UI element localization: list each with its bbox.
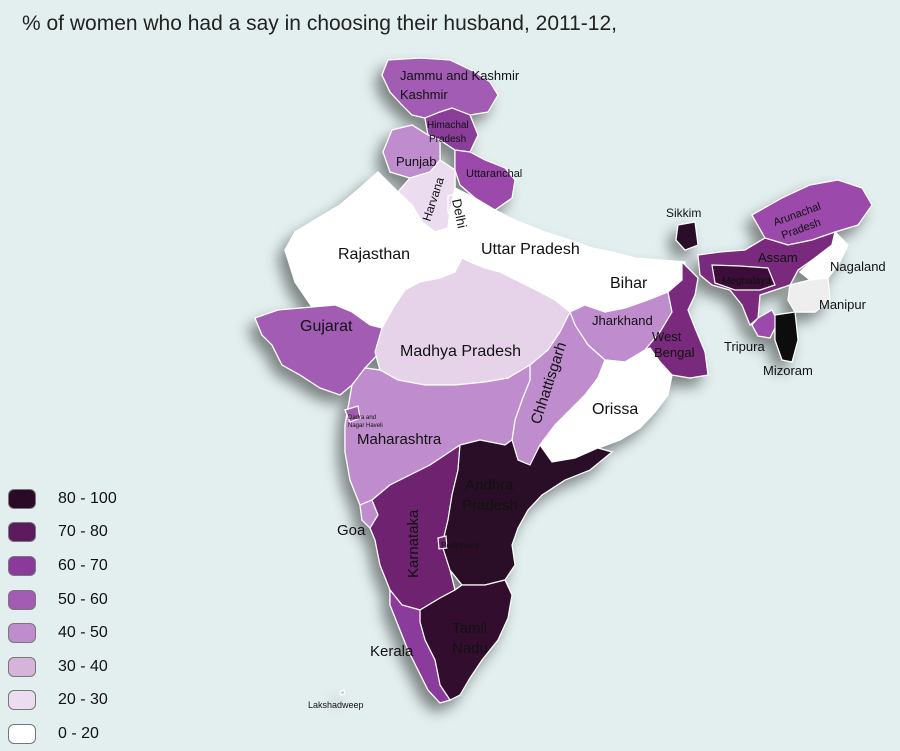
legend-item: 40 - 50 bbox=[8, 616, 117, 650]
label-kerala: Kerala bbox=[370, 643, 414, 660]
legend-swatch bbox=[8, 723, 36, 744]
state-andhra-pradesh[interactable] bbox=[441, 439, 614, 586]
label-nadu: Nadu bbox=[452, 640, 488, 657]
legend-item: 50 - 60 bbox=[8, 583, 117, 617]
legend-swatch bbox=[8, 589, 36, 610]
label-bengal: Bengal bbox=[654, 345, 695, 360]
label-west: West bbox=[652, 329, 682, 344]
label-bihar: Bihar bbox=[610, 275, 648, 292]
label-lakshadweep: Lakshadweep bbox=[308, 700, 364, 710]
legend-swatch bbox=[8, 656, 36, 677]
state-dadra[interactable] bbox=[344, 405, 361, 423]
legend-swatch bbox=[8, 623, 36, 644]
label-andhra: Andhra bbox=[465, 477, 514, 494]
legend-label: 20 - 30 bbox=[58, 691, 108, 709]
label-mizoram: Mizoram bbox=[763, 363, 813, 378]
state-meghalaya[interactable] bbox=[711, 264, 776, 291]
label-tripura: Tripura bbox=[724, 339, 765, 354]
label-andhra-2: Pradesh bbox=[462, 497, 518, 514]
label-manipur: Manipur bbox=[819, 297, 867, 312]
map-title: % of women who had a say in choosing the… bbox=[22, 12, 617, 35]
label-orissa: Orissa bbox=[592, 401, 638, 418]
legend-label: 30 - 40 bbox=[58, 657, 108, 675]
label-jammu-kashmir: Jammu and Kashmir bbox=[400, 68, 520, 83]
legend-item: 70 - 80 bbox=[8, 516, 117, 550]
legend-swatch bbox=[8, 522, 36, 543]
label-dadra-2: Nagar Haveli bbox=[348, 423, 383, 429]
legend-label: 0 - 20 bbox=[58, 724, 99, 742]
label-dadra: Dadra and bbox=[348, 415, 376, 421]
legend-swatch bbox=[8, 690, 36, 711]
legend-swatch bbox=[8, 488, 36, 509]
state-orissa[interactable] bbox=[539, 347, 673, 463]
legend: 80 - 100 70 - 80 60 - 70 50 - 60 40 - 50… bbox=[8, 482, 117, 751]
label-gujarat: Gujarat bbox=[300, 318, 353, 335]
legend-item: 0 - 20 bbox=[8, 717, 117, 751]
label-assam: Assam bbox=[758, 250, 798, 265]
state-kerala[interactable] bbox=[389, 588, 451, 704]
label-punjab: Punjab bbox=[396, 154, 436, 169]
label-karnataka: Karnataka bbox=[405, 509, 422, 578]
label-madhya-pradesh: Madhya Pradesh bbox=[400, 343, 521, 360]
state-sikkim[interactable] bbox=[675, 221, 699, 251]
label-jharkhand: Jharkhand bbox=[592, 313, 653, 328]
state-pudicherry[interactable] bbox=[437, 535, 448, 550]
label-kashmir: Kashmir bbox=[400, 87, 448, 102]
legend-label: 60 - 70 bbox=[58, 556, 108, 574]
legend-label: 50 - 60 bbox=[58, 590, 108, 608]
state-lakshadweep[interactable] bbox=[339, 689, 346, 696]
label-sikkim: Sikkim bbox=[666, 206, 701, 220]
legend-label: 80 - 100 bbox=[58, 489, 117, 507]
legend-label: 40 - 50 bbox=[58, 624, 108, 642]
label-meghalaya: Meghalaya bbox=[722, 276, 771, 287]
label-uttar-pradesh: Uttar Pradesh bbox=[481, 241, 580, 258]
legend-label: 70 - 80 bbox=[58, 523, 108, 541]
label-nagaland: Nagaland bbox=[830, 259, 886, 274]
label-maharashtra: Maharashtra bbox=[357, 431, 442, 448]
label-rajasthan: Rajasthan bbox=[338, 246, 410, 263]
state-nagaland[interactable] bbox=[799, 230, 849, 281]
label-himachal-2: Pradesh bbox=[429, 134, 466, 145]
legend-item: 80 - 100 bbox=[8, 482, 117, 516]
legend-item: 20 - 30 bbox=[8, 684, 117, 718]
state-tripura[interactable] bbox=[751, 309, 779, 339]
label-pudicherry: Pudicherry bbox=[441, 541, 479, 550]
label-uttaranchal: Uttaranchal bbox=[466, 168, 522, 180]
state-manipur[interactable] bbox=[787, 277, 831, 313]
label-tamil: Tamil bbox=[452, 620, 487, 637]
label-himachal: Himachal bbox=[427, 120, 469, 131]
legend-item: 60 - 70 bbox=[8, 549, 117, 583]
state-mizoram[interactable] bbox=[774, 311, 799, 363]
label-delhi: Delhi bbox=[449, 198, 470, 230]
label-goa: Goa bbox=[337, 522, 366, 539]
legend-swatch bbox=[8, 555, 36, 576]
legend-item: 30 - 40 bbox=[8, 650, 117, 684]
state-uttaranchal[interactable] bbox=[454, 149, 516, 211]
